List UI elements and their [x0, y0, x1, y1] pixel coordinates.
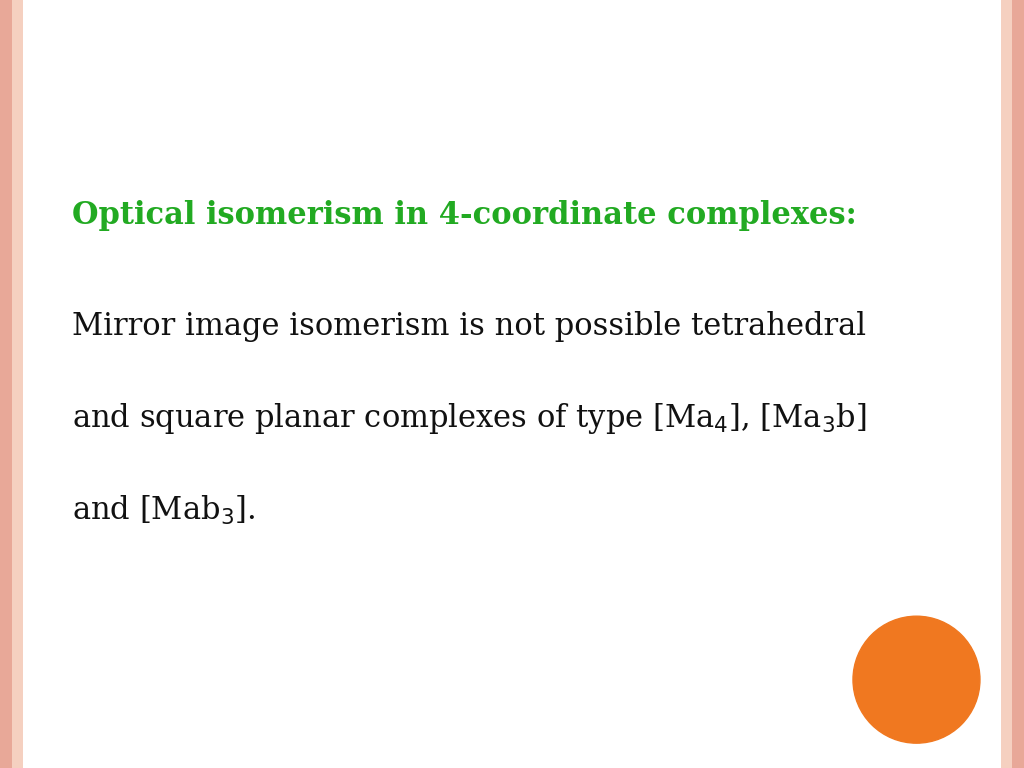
- Ellipse shape: [853, 616, 980, 743]
- Text: and square planar complexes of type [Ma$_4$], [Ma$_3$b]: and square planar complexes of type [Ma$…: [72, 401, 866, 436]
- Text: and [Mab$_3$].: and [Mab$_3$].: [72, 494, 255, 528]
- Text: Optical isomerism in 4-coordinate complexes:: Optical isomerism in 4-coordinate comple…: [72, 200, 856, 230]
- Text: Mirror image isomerism is not possible tetrahedral: Mirror image isomerism is not possible t…: [72, 311, 865, 342]
